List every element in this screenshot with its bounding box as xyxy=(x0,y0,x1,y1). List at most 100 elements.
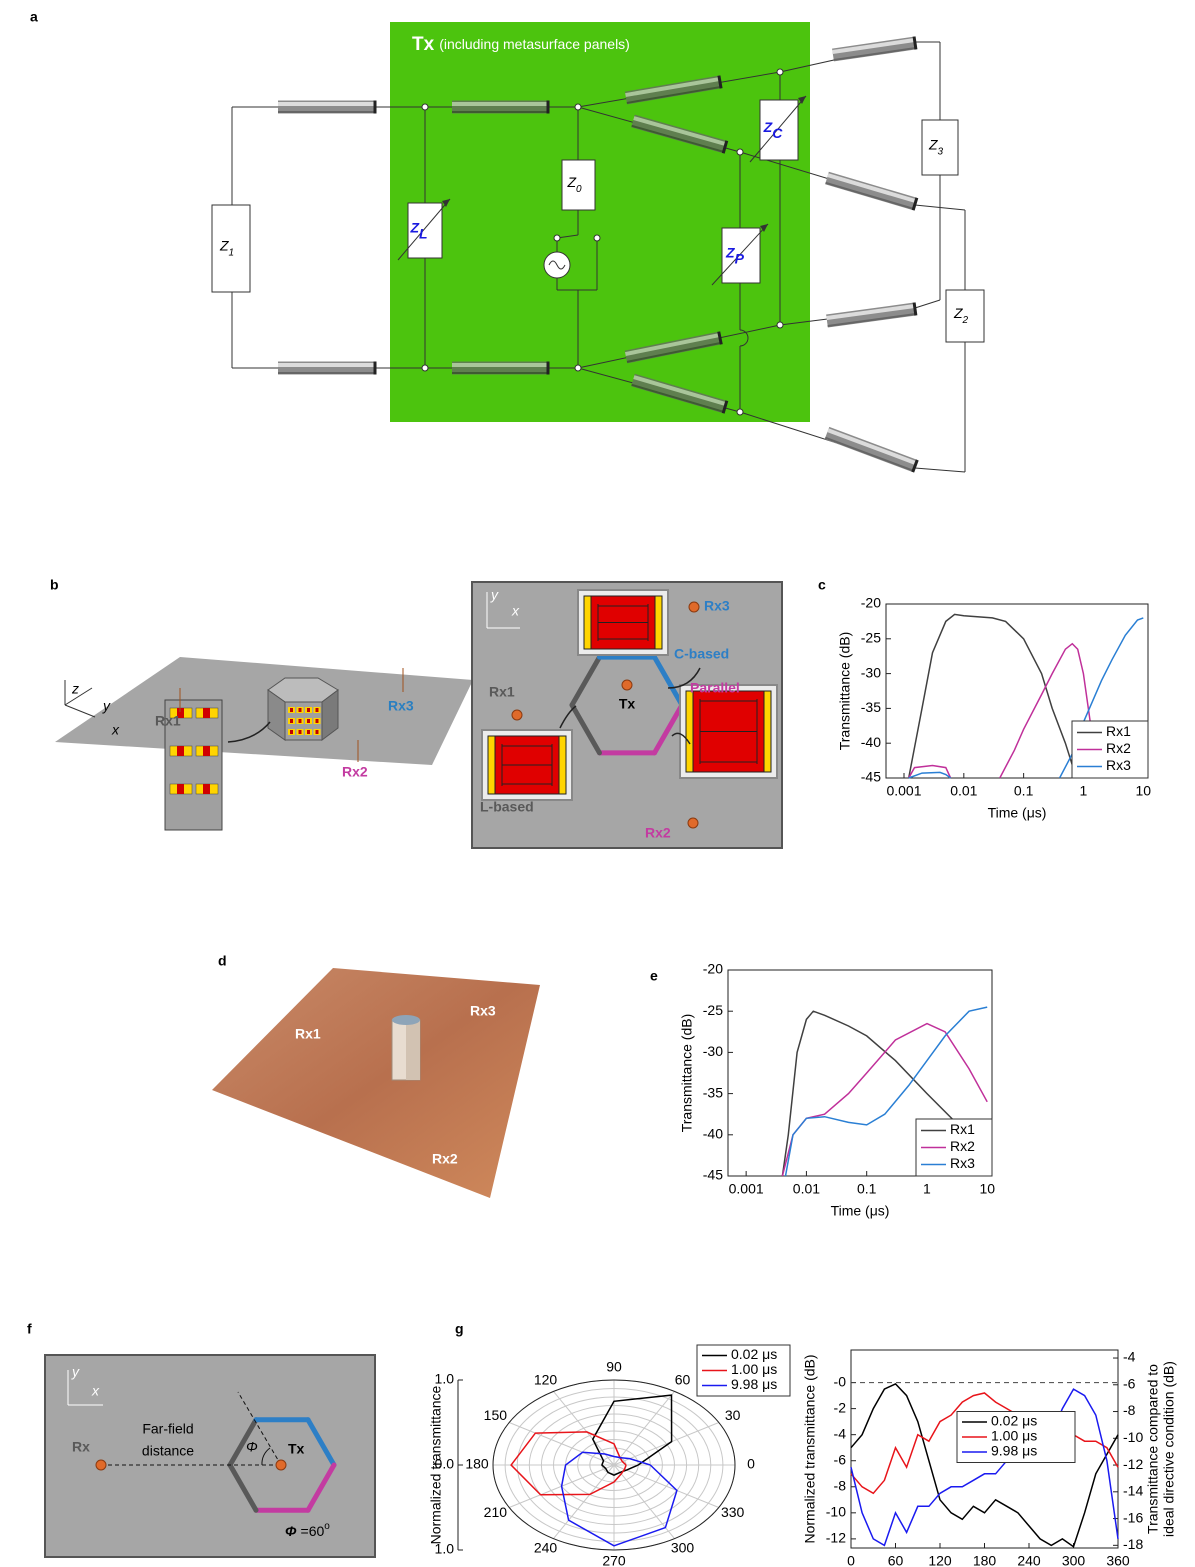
angle-tick-label: 270 xyxy=(602,1553,626,1567)
hexagon-edge xyxy=(569,702,602,756)
panel-type: C-based xyxy=(674,646,729,662)
panel-type: Parallel xyxy=(690,680,740,696)
cell xyxy=(177,708,184,718)
impedance-box xyxy=(561,159,596,211)
cell xyxy=(203,746,210,756)
cable-highlight xyxy=(832,38,915,55)
y-tick-label: -35 xyxy=(861,699,881,715)
cable-shade xyxy=(827,312,916,327)
axis-label: x xyxy=(511,603,520,619)
legend-label: Rx2 xyxy=(950,1138,975,1154)
y-axis-label: Normalized transmittance xyxy=(428,1385,444,1544)
panel-label: f xyxy=(27,1321,32,1337)
receiver-label: Rx2 xyxy=(342,764,368,780)
panel-type: L-based xyxy=(480,799,534,815)
node xyxy=(421,364,429,372)
series-line xyxy=(560,1451,678,1547)
ground-plane xyxy=(55,657,473,765)
series-line xyxy=(850,1388,1119,1547)
impedance-symbol: Z xyxy=(409,219,419,235)
legend-label: Rx2 xyxy=(1106,740,1131,756)
grid-spoke xyxy=(509,1422,615,1466)
cable xyxy=(631,114,727,154)
cell xyxy=(203,708,210,718)
impedance-subscript: C xyxy=(772,125,783,141)
tx-note: (including metasurface panels) xyxy=(439,36,630,52)
strip xyxy=(558,735,567,795)
y-tick-label: -45 xyxy=(861,769,881,785)
impedance-subscript: 1 xyxy=(229,247,235,258)
y2-axis-label: Transmittance compared to xyxy=(1145,1364,1161,1534)
impedance-subscript: L xyxy=(419,225,428,241)
y-axis-label: Normalized transmittance (dB) xyxy=(802,1354,818,1543)
cable-highlight xyxy=(827,173,917,204)
cable-end xyxy=(721,140,729,154)
node xyxy=(421,103,429,111)
cable xyxy=(832,36,916,62)
schematic xyxy=(597,604,649,641)
impedance-symbol: Z xyxy=(725,244,735,260)
panel-label: e xyxy=(650,968,658,984)
curve-arrow xyxy=(559,705,577,729)
receiver-label: Rx3 xyxy=(704,598,730,614)
hexagon-edge xyxy=(652,654,685,708)
legend-label: 0.02 μs xyxy=(991,1413,1037,1429)
impedance-label: Z3 xyxy=(928,136,944,157)
cell xyxy=(290,730,293,734)
x-tick-label: 10 xyxy=(1135,783,1151,799)
top-view xyxy=(44,1354,376,1558)
angle-tick-label: 0 xyxy=(747,1456,755,1472)
y-tick-label: -10 xyxy=(826,1504,846,1520)
antenna-dot xyxy=(621,679,633,691)
axis-arrow xyxy=(64,687,93,706)
y-tick-label: -6 xyxy=(834,1451,847,1467)
tower-face xyxy=(321,689,339,741)
node xyxy=(776,68,784,76)
cell xyxy=(307,719,310,723)
cable-shade xyxy=(825,181,914,210)
y2-tick-label: -8 xyxy=(1123,1402,1136,1418)
tunable-arrow xyxy=(397,198,451,261)
y2-tick-label: -4 xyxy=(1123,1349,1136,1365)
transmitter-label: Tx xyxy=(288,1441,305,1457)
receiver-label: Rx3 xyxy=(470,1003,496,1019)
antenna-dot xyxy=(95,1459,107,1471)
impedance-subscript: 0 xyxy=(576,184,582,195)
tunable-arrow xyxy=(749,95,807,163)
strip xyxy=(654,595,663,650)
legend-label: 1.00 μs xyxy=(991,1428,1037,1444)
receiver-label: Rx2 xyxy=(645,825,671,841)
axis-label: y xyxy=(490,587,499,603)
tx-title: Tx (including metasurface panels) xyxy=(412,34,630,55)
legend-label: 9.98 μs xyxy=(991,1443,1037,1459)
y-tick-label: -20 xyxy=(703,961,723,977)
y-tick-label: -25 xyxy=(703,1002,723,1018)
impedance-symbol: Z xyxy=(953,305,963,321)
axis-arrow xyxy=(64,704,96,718)
series-line xyxy=(850,1382,1119,1548)
legend-label: 0.02 μs xyxy=(731,1346,777,1362)
cable-shade xyxy=(833,46,916,61)
impedance-box xyxy=(721,227,761,284)
wire xyxy=(914,467,966,473)
impedance-label: Z0 xyxy=(566,174,582,195)
y-tick-label: -40 xyxy=(703,1126,723,1142)
cable-highlight xyxy=(625,333,720,357)
cable-end xyxy=(912,302,918,316)
y2-tick-label: -12 xyxy=(1123,1456,1143,1472)
receiver-label: Rx xyxy=(72,1439,90,1455)
x-tick-label: 0.01 xyxy=(950,783,977,799)
axis-label: x xyxy=(111,722,120,738)
cell xyxy=(315,708,319,712)
grid-spoke xyxy=(553,1464,615,1539)
polar-frame xyxy=(492,1379,736,1551)
axis-label: y xyxy=(102,698,111,714)
wire xyxy=(914,204,966,211)
cell xyxy=(203,784,210,794)
cell xyxy=(298,708,302,712)
wire xyxy=(556,234,579,239)
arrow-head xyxy=(798,96,806,104)
degree-mark: o xyxy=(324,1521,330,1532)
cell xyxy=(298,730,302,734)
cable xyxy=(825,171,917,211)
